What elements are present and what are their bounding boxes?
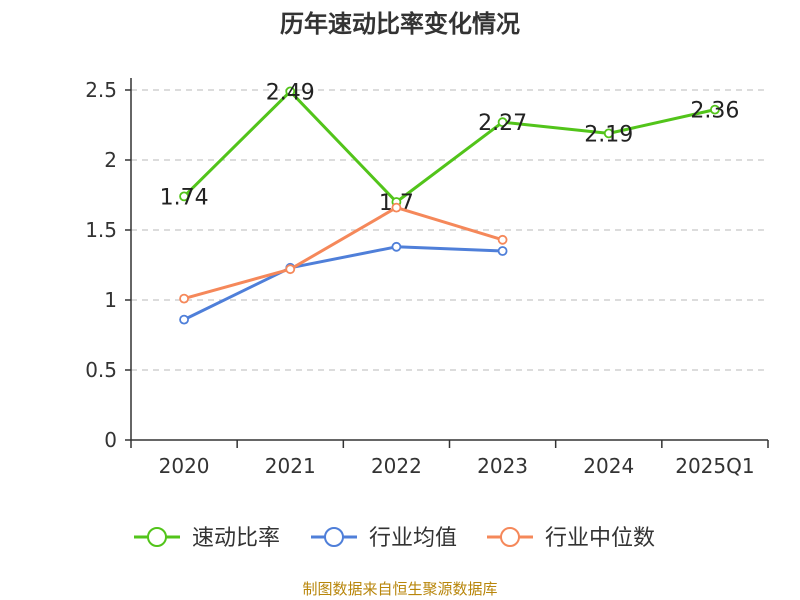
data-label: 2.27: [478, 111, 527, 136]
data-label: 2.19: [584, 122, 633, 147]
legend-label: 速动比率: [192, 526, 280, 551]
legend-marker: [324, 527, 344, 547]
y-tick-label: 2: [104, 148, 117, 172]
data-point: [179, 314, 189, 325]
legend-item[interactable]: 行业均值: [311, 526, 457, 551]
data-label: 1.74: [160, 185, 209, 210]
data-point: [285, 86, 296, 97]
data-point: [285, 264, 296, 275]
x-tick-label: 2024: [583, 454, 634, 478]
series-1: [179, 241, 508, 325]
legend-item[interactable]: 速动比率: [134, 526, 280, 551]
legend-item[interactable]: 行业中位数: [487, 526, 655, 551]
data-point: [710, 104, 720, 115]
legend-label: 行业均值: [369, 526, 457, 551]
legend[interactable]: 速动比率 行业均值 行业中位数: [134, 526, 655, 551]
series-line: [183, 89, 716, 204]
data-point: [497, 117, 508, 128]
y-tick-label: 1.5: [85, 218, 117, 242]
x-tick-label: 2022: [371, 454, 422, 478]
series-line: [183, 245, 503, 321]
y-tick-label: 0.5: [85, 358, 117, 382]
legend-label: 行业中位数: [545, 526, 655, 551]
legend-marker: [500, 527, 520, 547]
data-point: [179, 191, 189, 202]
x-tick-label: 2023: [477, 454, 528, 478]
source-note: 制图数据来自恒生聚源数据库: [302, 580, 497, 598]
grid: [131, 89, 768, 371]
series-layer: 1.742.491.72.272.192.36: [160, 80, 740, 325]
data-label: 2.49: [266, 80, 315, 105]
x-tick-label: 2020: [159, 454, 210, 478]
y-tick-label: 0: [104, 428, 117, 452]
legend-marker: [147, 527, 167, 547]
data-point: [391, 241, 402, 252]
data-point: [391, 202, 402, 213]
data-point: [603, 128, 614, 139]
axes: 0 0.5 1 1.5 2 2.5 2020 2021 2022 2023 2024 2025Q1: [85, 78, 769, 478]
series-2: [179, 202, 508, 304]
data-point: [497, 234, 508, 245]
chart-title: 历年速动比率变化情况: [280, 10, 520, 38]
y-tick-label: 2.5: [85, 78, 117, 102]
series-0: 1.742.491.72.272.192.36: [160, 80, 740, 216]
data-point: [179, 293, 189, 304]
series-line: [183, 206, 504, 301]
data-label: 2.36: [690, 99, 739, 124]
data-point: [497, 246, 508, 256]
x-tick-label: 2021: [265, 454, 316, 478]
x-tick-label: 2025Q1: [675, 454, 754, 478]
y-tick-label: 1: [104, 288, 117, 312]
